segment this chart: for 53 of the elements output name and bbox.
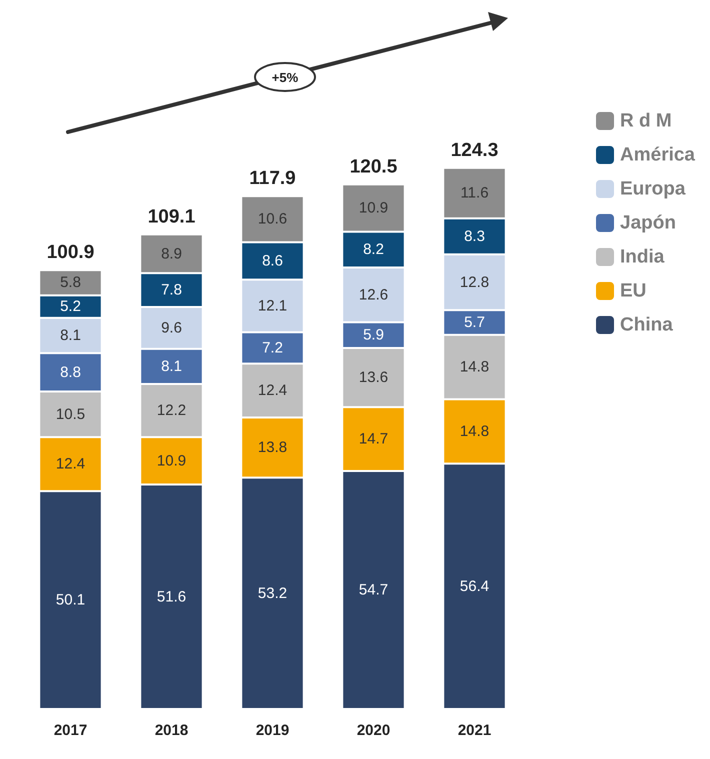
- data-label: 12.8: [460, 274, 490, 291]
- data-label: 7.8: [161, 282, 182, 299]
- data-label: 12.4: [56, 456, 86, 473]
- x-tick-label: 2021: [458, 722, 492, 739]
- data-label: 10.9: [156, 452, 186, 470]
- data-label: 9.6: [161, 319, 182, 336]
- legend-label: Japón: [620, 212, 676, 234]
- data-label: 12.6: [358, 286, 388, 304]
- data-label: 10.5: [56, 406, 86, 423]
- data-label: 50.1: [56, 592, 86, 609]
- data-label: 14.7: [358, 430, 388, 448]
- data-label: 12.2: [156, 402, 186, 420]
- data-label: 14.8: [460, 422, 490, 440]
- data-label: 10.6: [258, 210, 288, 228]
- total-label: 117.9: [249, 168, 296, 190]
- legend-label: Europa: [620, 178, 686, 200]
- legend-label: China: [620, 314, 674, 336]
- total-label: 100.9: [46, 242, 94, 264]
- total-label: 109.1: [148, 206, 196, 228]
- data-label: 13.6: [358, 369, 388, 386]
- x-tick-label: 2019: [256, 722, 290, 739]
- legend-label: R d M: [620, 110, 672, 132]
- data-label: 14.8: [460, 358, 490, 376]
- data-label: 12.1: [258, 297, 288, 314]
- data-label: 5.8: [60, 274, 81, 292]
- data-label: 5.9: [363, 326, 384, 344]
- data-label: 8.2: [363, 241, 384, 258]
- data-label: 12.4: [258, 382, 288, 400]
- data-label: 8.9: [161, 245, 182, 262]
- data-label: 56.4: [460, 578, 490, 595]
- total-label: 124.3: [450, 140, 498, 161]
- total-label: 120.5: [350, 156, 398, 178]
- data-label: 53.2: [258, 584, 288, 602]
- data-label: 8.1: [161, 358, 182, 375]
- x-tick-label: 2020: [356, 722, 390, 739]
- data-label: 8.8: [60, 364, 81, 381]
- data-label: 7.2: [262, 339, 283, 356]
- data-label: 11.6: [460, 184, 489, 202]
- data-label: 13.8: [258, 439, 288, 456]
- text: +5%: [272, 70, 299, 85]
- data-label: 8.6: [262, 252, 283, 270]
- data-label: 5.7: [464, 314, 485, 332]
- data-label: 10.9: [358, 200, 388, 217]
- x-tick-label: 2017: [54, 722, 88, 739]
- legend-label: India: [620, 246, 665, 268]
- legend-label: América: [620, 144, 696, 166]
- data-label: 51.6: [156, 588, 186, 606]
- data-label: 8.3: [464, 228, 485, 245]
- data-label: 8.1: [60, 327, 81, 344]
- data-label: 54.7: [358, 582, 388, 599]
- legend-label: EU: [620, 280, 646, 302]
- x-tick-label: 2018: [154, 722, 188, 739]
- data-label: 5.2: [60, 298, 81, 316]
